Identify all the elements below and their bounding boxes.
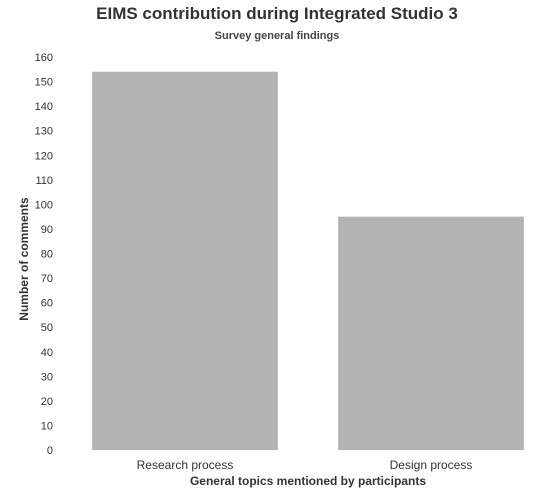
x-tick-label: Design process [390, 458, 473, 472]
bar [92, 71, 278, 451]
chart-subtitle: Survey general findings [214, 30, 340, 42]
y-tick-label: 0 [47, 445, 53, 457]
y-tick-label: 150 [35, 77, 53, 89]
y-tick-label: 50 [41, 322, 53, 334]
y-tick-label: 160 [35, 52, 53, 64]
y-tick-label: 40 [41, 347, 53, 359]
y-tick-label: 120 [35, 150, 53, 162]
y-tick-label: 90 [41, 224, 53, 236]
y-tick-label: 140 [35, 101, 53, 113]
bar [338, 216, 524, 450]
y-tick-label: 70 [41, 273, 53, 285]
y-tick-label: 30 [41, 371, 53, 383]
y-tick-label: 80 [41, 249, 53, 261]
y-tick-label: 130 [35, 126, 53, 138]
chart-title: EIMS contribution during Integrated Stud… [96, 4, 458, 23]
y-tick-label: 110 [35, 175, 53, 187]
y-tick-label: 60 [41, 298, 53, 310]
y-tick-label: 20 [41, 396, 53, 408]
x-tick-label: Research process [137, 458, 234, 472]
y-tick-label: 100 [35, 199, 53, 211]
y-tick-label: 10 [41, 420, 53, 432]
x-axis-label: General topics mentioned by participants [189, 474, 427, 488]
